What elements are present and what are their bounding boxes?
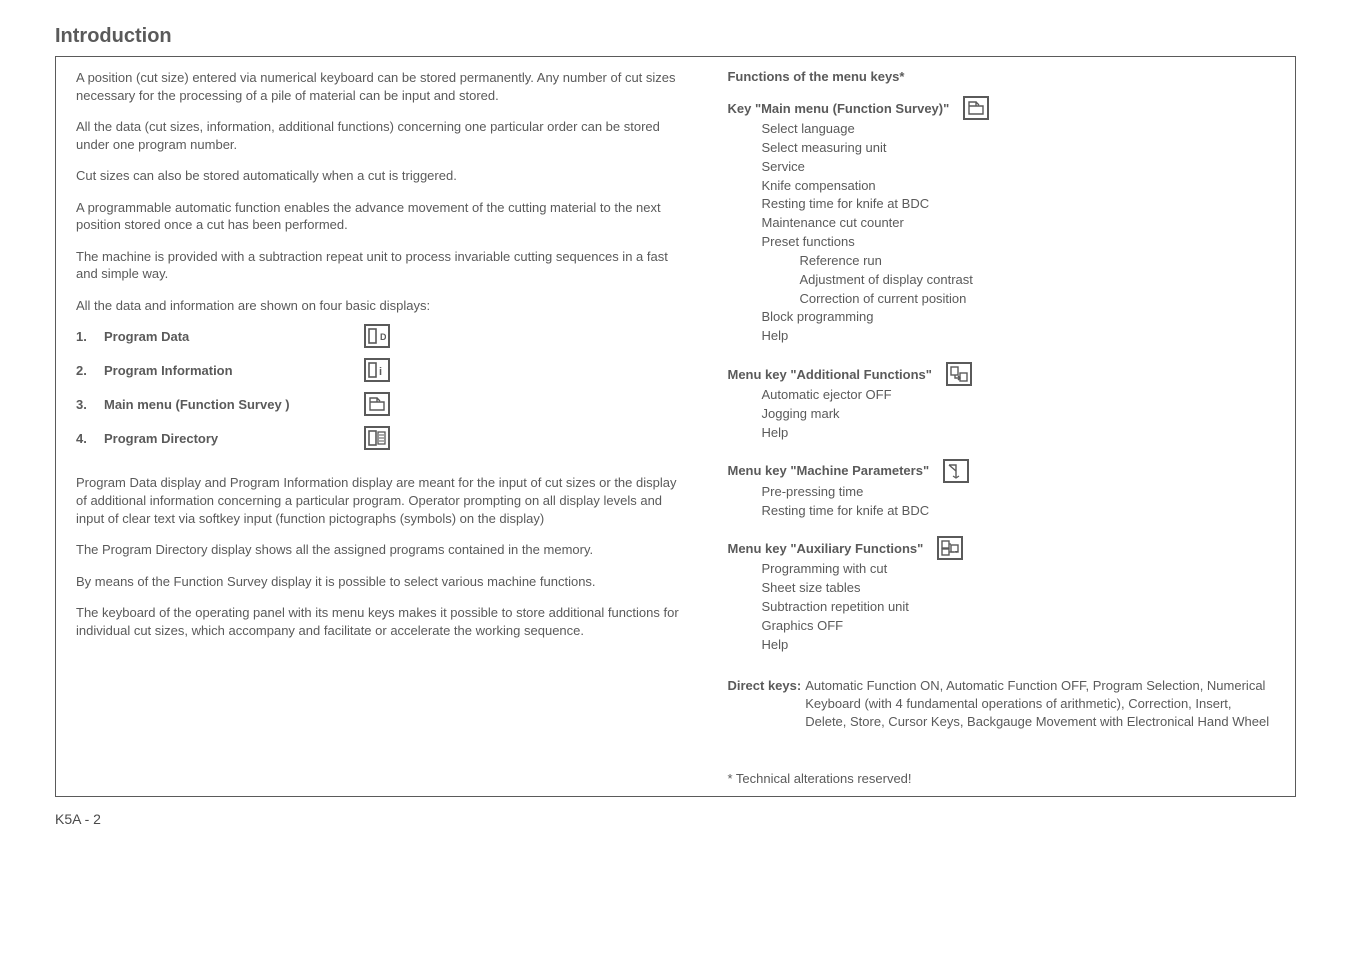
direct-keys-label: Direct keys: xyxy=(727,677,801,732)
program-info-icon: i xyxy=(364,358,390,382)
list-number: 2. xyxy=(76,363,104,378)
list-number: 4. xyxy=(76,431,104,446)
menu-sublist: Select language Select measuring unit Se… xyxy=(761,120,1275,346)
list-item: 3. Main menu (Function Survey ) xyxy=(76,392,687,416)
right-column: Functions of the menu keys* Key "Main me… xyxy=(727,69,1275,786)
list-item: Help xyxy=(761,424,1275,443)
menu-key-label: Menu key "Machine Parameters" xyxy=(727,463,929,478)
list-item: Programming with cut xyxy=(761,560,1275,579)
list-item: Help xyxy=(761,327,1275,346)
menu-key-row: Key "Main menu (Function Survey)" xyxy=(727,96,1275,120)
list-number: 1. xyxy=(76,329,104,344)
menu-key-row: Menu key "Auxiliary Functions" xyxy=(727,536,1275,560)
menu-key-row: Menu key "Additional Functions" xyxy=(727,362,1275,386)
left-column: A position (cut size) entered via numeri… xyxy=(76,69,687,786)
list-item: Select measuring unit xyxy=(761,139,1275,158)
list-item: Sheet size tables xyxy=(761,579,1275,598)
list-item: Adjustment of display contrast xyxy=(799,271,1275,290)
menu-key-label: Menu key "Additional Functions" xyxy=(727,367,931,382)
page-number: K5A - 2 xyxy=(55,811,1296,827)
additional-functions-icon xyxy=(946,362,972,386)
menu-key-label: Menu key "Auxiliary Functions" xyxy=(727,541,923,556)
list-item: Resting time for knife at BDC xyxy=(761,195,1275,214)
direct-keys-block: Direct keys: Automatic Function ON, Auto… xyxy=(727,677,1275,732)
list-item: Knife compensation xyxy=(761,177,1275,196)
list-item: Subtraction repetition unit xyxy=(761,598,1275,617)
list-item: Block programming xyxy=(761,308,1275,327)
list-number: 3. xyxy=(76,397,104,412)
paragraph: By means of the Function Survey display … xyxy=(76,573,687,591)
paragraph: The Program Directory display shows all … xyxy=(76,541,687,559)
list-label: Main menu (Function Survey ) xyxy=(104,397,364,412)
display-list: 1. Program Data D 2. Program Information… xyxy=(76,324,687,460)
list-item: Preset functions xyxy=(761,233,1275,252)
list-item: Maintenance cut counter xyxy=(761,214,1275,233)
paragraph: All the data (cut sizes, information, ad… xyxy=(76,118,687,153)
footnote: * Technical alterations reserved! xyxy=(727,771,1275,786)
section-heading: Functions of the menu keys* xyxy=(727,69,1275,84)
list-label: Program Information xyxy=(104,363,364,378)
menu-key-label: Key "Main menu (Function Survey)" xyxy=(727,101,949,116)
menu-sublist: Pre-pressing time Resting time for knife… xyxy=(761,483,1275,521)
paragraph: The keyboard of the operating panel with… xyxy=(76,604,687,639)
auxiliary-functions-icon xyxy=(937,536,963,560)
list-label: Program Data xyxy=(104,329,364,344)
svg-text:i: i xyxy=(379,366,382,378)
list-item: Reference run xyxy=(799,252,1275,271)
paragraph: The machine is provided with a subtracti… xyxy=(76,248,687,283)
list-item: 4. Program Directory xyxy=(76,426,687,450)
list-item: Jogging mark xyxy=(761,405,1275,424)
list-item: Correction of current position xyxy=(799,290,1275,309)
main-menu-icon xyxy=(963,96,989,120)
paragraph: Cut sizes can also be stored automatical… xyxy=(76,167,687,185)
paragraph: All the data and information are shown o… xyxy=(76,297,687,315)
paragraph: Program Data display and Program Informa… xyxy=(76,474,687,527)
main-menu-icon xyxy=(364,392,390,416)
list-item: Pre-pressing time xyxy=(761,483,1275,502)
list-item: Select language xyxy=(761,120,1275,139)
program-directory-icon xyxy=(364,426,390,450)
menu-key-row: Menu key "Machine Parameters" xyxy=(727,459,1275,483)
list-item: Graphics OFF xyxy=(761,617,1275,636)
main-content-box: A position (cut size) entered via numeri… xyxy=(55,56,1296,797)
list-item: Help xyxy=(761,636,1275,655)
list-item: Service xyxy=(761,158,1275,177)
direct-keys-text: Automatic Function ON, Automatic Functio… xyxy=(805,677,1275,732)
program-data-icon: D xyxy=(364,324,390,348)
machine-parameters-icon xyxy=(943,459,969,483)
list-item: 1. Program Data D xyxy=(76,324,687,348)
list-label: Program Directory xyxy=(104,431,364,446)
menu-sublist: Automatic ejector OFF Jogging mark Help xyxy=(761,386,1275,443)
list-item: Automatic ejector OFF xyxy=(761,386,1275,405)
paragraph: A position (cut size) entered via numeri… xyxy=(76,69,687,104)
menu-sublist: Programming with cut Sheet size tables S… xyxy=(761,560,1275,654)
svg-text:D: D xyxy=(380,332,386,342)
paragraph: A programmable automatic function enable… xyxy=(76,199,687,234)
page-title: Introduction xyxy=(55,25,1296,48)
list-item: 2. Program Information i xyxy=(76,358,687,382)
list-item: Resting time for knife at BDC xyxy=(761,502,1275,521)
